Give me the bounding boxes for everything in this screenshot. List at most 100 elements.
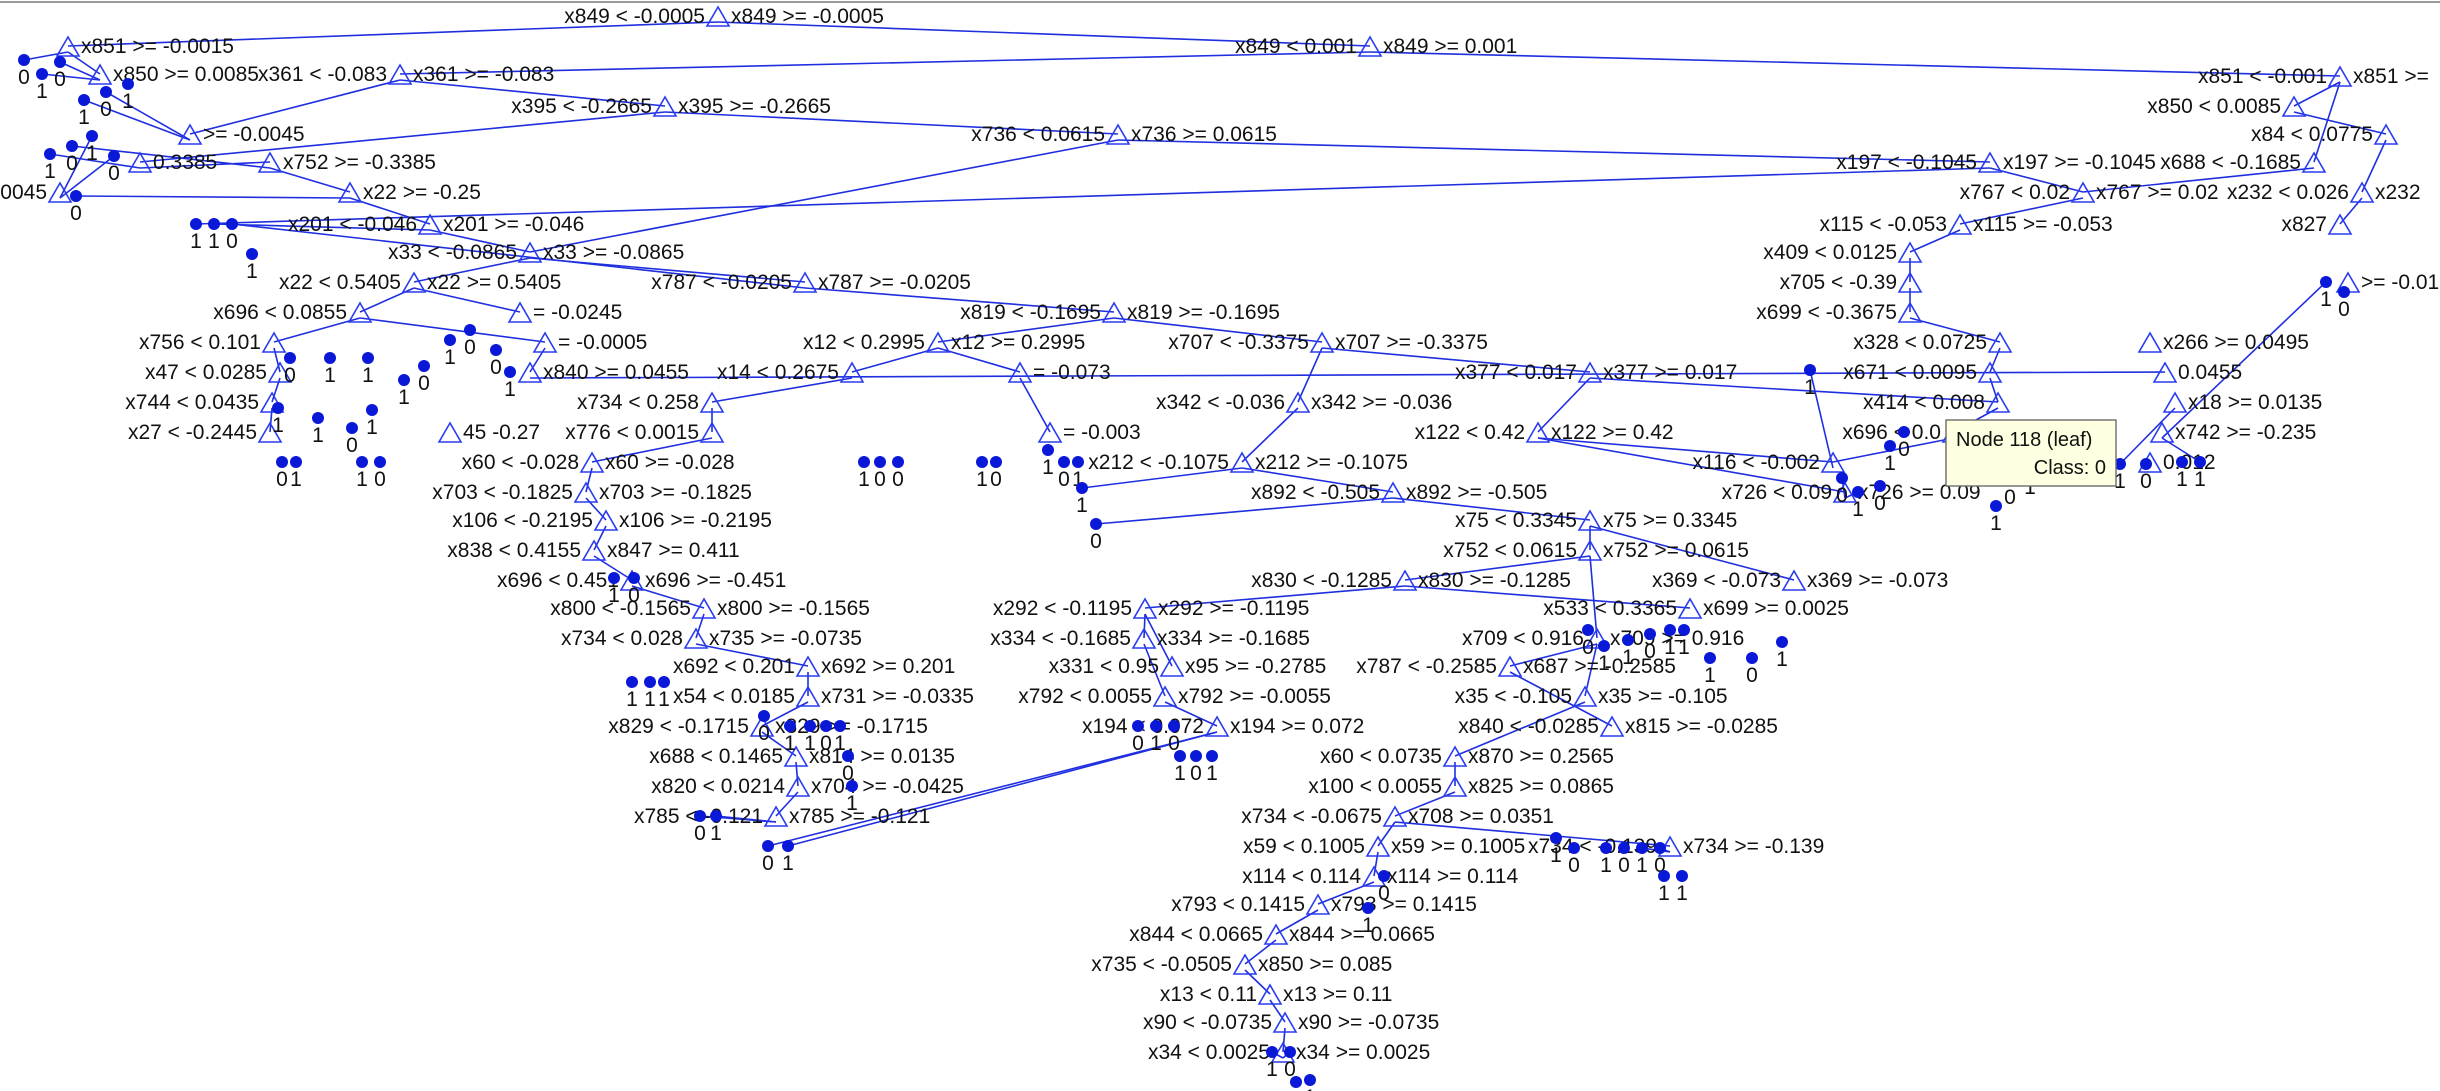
leaf-dot-icon[interactable] — [762, 840, 774, 852]
split-triangle-icon[interactable] — [1897, 271, 1923, 293]
tree-node[interactable]: 0.3385 — [127, 151, 217, 174]
leaf-dot-icon[interactable] — [1090, 518, 1102, 530]
split-triangle-icon[interactable] — [579, 451, 605, 473]
tree-node[interactable]: x787 < -0.0205 x787 >= -0.0205 — [651, 271, 971, 294]
split-triangle-icon[interactable] — [593, 509, 619, 531]
split-triangle-icon[interactable] — [749, 715, 775, 737]
split-triangle-icon[interactable] — [652, 95, 678, 117]
split-triangle-icon[interactable] — [1101, 301, 1127, 323]
tree-node[interactable]: x409 < 0.0125 — [1763, 241, 1923, 264]
tree-node[interactable]: x328 < 0.0725 — [1853, 331, 2013, 354]
tree-node[interactable]: x369 < -0.073 x369 >= -0.073 — [1652, 569, 1948, 592]
leaf-dot-icon[interactable] — [1072, 456, 1084, 468]
split-triangle-icon[interactable] — [2373, 123, 2399, 145]
split-triangle-icon[interactable] — [1897, 241, 1923, 263]
split-triangle-icon[interactable] — [47, 181, 73, 203]
split-triangle-icon[interactable] — [1442, 775, 1468, 797]
leaf-dot-icon[interactable] — [504, 366, 516, 378]
split-triangle-icon[interactable] — [1357, 35, 1383, 57]
split-triangle-icon[interactable] — [795, 685, 821, 707]
tree-node[interactable]: x395 < -0.2665 x395 >= -0.2665 — [511, 95, 831, 118]
split-triangle-icon[interactable] — [1977, 361, 2003, 383]
split-triangle-icon[interactable] — [2327, 213, 2353, 235]
leaf-dot-icon[interactable] — [1804, 364, 1816, 376]
tree-node[interactable]: x54 < 0.0185 x731 >= -0.0335 — [673, 685, 974, 708]
leaf-node[interactable]: 1 — [804, 720, 816, 755]
leaf-node[interactable]: 1 — [1704, 652, 1716, 687]
leaf-node[interactable]: 1 — [1072, 456, 1084, 491]
leaf-dot-icon[interactable] — [1206, 750, 1218, 762]
split-triangle-icon[interactable] — [517, 241, 543, 263]
leaf-dot-icon[interactable] — [1664, 624, 1676, 636]
split-triangle-icon[interactable] — [1229, 451, 1255, 473]
leaf-dot-icon[interactable] — [1150, 720, 1162, 732]
leaf-dot-icon[interactable] — [846, 780, 858, 792]
split-triangle-icon[interactable] — [1442, 745, 1468, 767]
tree-node[interactable]: x726 < 0.09 x726 >= 0.09 — [1722, 481, 1981, 504]
split-triangle-icon[interactable] — [2301, 151, 2327, 173]
tree-node[interactable]: x377 < 0.017 x377 >= 0.017 — [1455, 361, 1737, 384]
tree-node[interactable]: x699 < -0.3675 — [1756, 301, 1923, 324]
leaf-dot-icon[interactable] — [1884, 440, 1896, 452]
tree-node[interactable]: x800 < -0.1565 x800 >= -0.1565 — [550, 597, 870, 620]
leaf-dot-icon[interactable] — [1290, 1076, 1302, 1088]
split-triangle-icon[interactable] — [683, 627, 709, 649]
tree-node[interactable]: x12 < 0.2995 x12 >= 0.2995 — [803, 331, 1085, 354]
leaf-dot-icon[interactable] — [346, 422, 358, 434]
leaf-dot-icon[interactable] — [226, 218, 238, 230]
leaf-dot-icon[interactable] — [208, 218, 220, 230]
leaf-node[interactable]: 1 — [858, 456, 870, 491]
leaf-dot-icon[interactable] — [464, 324, 476, 336]
tree-node[interactable]: x47 < 0.0285 — [145, 361, 293, 384]
leaf-node[interactable]: 1 — [444, 334, 456, 369]
split-triangle-icon[interactable] — [1305, 893, 1331, 915]
leaf-dot-icon[interactable] — [976, 456, 988, 468]
leaf-dot-icon[interactable] — [874, 456, 886, 468]
leaf-node[interactable]: 1 — [608, 572, 620, 607]
split-triangle-icon[interactable] — [1380, 481, 1406, 503]
tree-node[interactable]: x361 < -0.083 x361 >= -0.083 — [258, 63, 554, 86]
tree-node[interactable]: = -0.0005 — [532, 331, 647, 354]
leaf-dot-icon[interactable] — [858, 456, 870, 468]
tree-node[interactable]: x892 < -0.505 x892 >= -0.505 — [1251, 481, 1547, 504]
tree-nodes[interactable]: x849 < -0.0005 x849 >= -0.0005 x851 >= -0.… — [0, 5, 2440, 1064]
split-triangle-icon[interactable] — [2349, 181, 2375, 203]
leaf-node[interactable]: 0 — [990, 456, 1002, 491]
tree-node[interactable]: x194 < 0.072x194 >= 0.072 — [1082, 715, 1364, 738]
split-triangle-icon[interactable] — [387, 63, 413, 85]
split-triangle-icon[interactable] — [507, 301, 533, 323]
leaf-node[interactable]: 1 — [2320, 276, 2332, 311]
tree-node[interactable]: x707 < -0.3375 x707 >= -0.3375 — [1168, 331, 1488, 354]
tree-node[interactable]: >= -0.010 — [2335, 271, 2440, 294]
split-triangle-icon[interactable] — [1572, 685, 1598, 707]
leaf-dot-icon[interactable] — [356, 456, 368, 468]
tree-node[interactable]: x33 < -0.0865 x33 >= -0.0865 — [388, 241, 684, 264]
leaf-dot-icon[interactable] — [362, 352, 374, 364]
tree-node[interactable]: x709 < 0.916 x709 >= 0.916 — [1462, 627, 1744, 650]
leaf-dot-icon[interactable] — [1874, 480, 1886, 492]
tree-node[interactable]: x18 >= 0.0135 — [2162, 391, 2322, 414]
split-triangle-icon[interactable] — [691, 597, 717, 619]
leaf-node[interactable]: 0 — [762, 840, 774, 875]
leaf-dot-icon[interactable] — [710, 810, 722, 822]
leaf-dot-icon[interactable] — [1704, 652, 1716, 664]
leaf-dot-icon[interactable] — [2320, 276, 2332, 288]
tree-node[interactable]: x849 < 0.001 x849 >= 0.001 — [1235, 35, 1517, 58]
split-triangle-icon[interactable] — [792, 271, 818, 293]
split-triangle-icon[interactable] — [1584, 627, 1610, 649]
leaf-node[interactable]: 1 — [834, 720, 846, 755]
tree-node[interactable]: 0.0455 — [2152, 361, 2242, 384]
leaf-node[interactable]: 1 — [36, 68, 48, 103]
tree-node[interactable]: x197 < -0.1045 x197 >= -0.1045 — [1836, 151, 2156, 174]
tree-node[interactable]: x850 >= 0.0085 — [87, 63, 259, 86]
split-triangle-icon[interactable] — [1263, 923, 1289, 945]
leaf-node[interactable]: 1 — [504, 366, 516, 401]
tree-node[interactable]: x849 < -0.0005 x849 >= -0.0005 — [564, 5, 884, 28]
tree-node[interactable]: x850 < 0.0085 — [2147, 95, 2307, 118]
leaf-node[interactable]: 1 — [324, 352, 336, 387]
tree-node[interactable]: x793 < 0.1415 x793 >= 0.1415 — [1171, 893, 1477, 916]
split-triangle-icon[interactable] — [127, 151, 153, 173]
leaf-node[interactable]: 1 — [1076, 482, 1088, 517]
